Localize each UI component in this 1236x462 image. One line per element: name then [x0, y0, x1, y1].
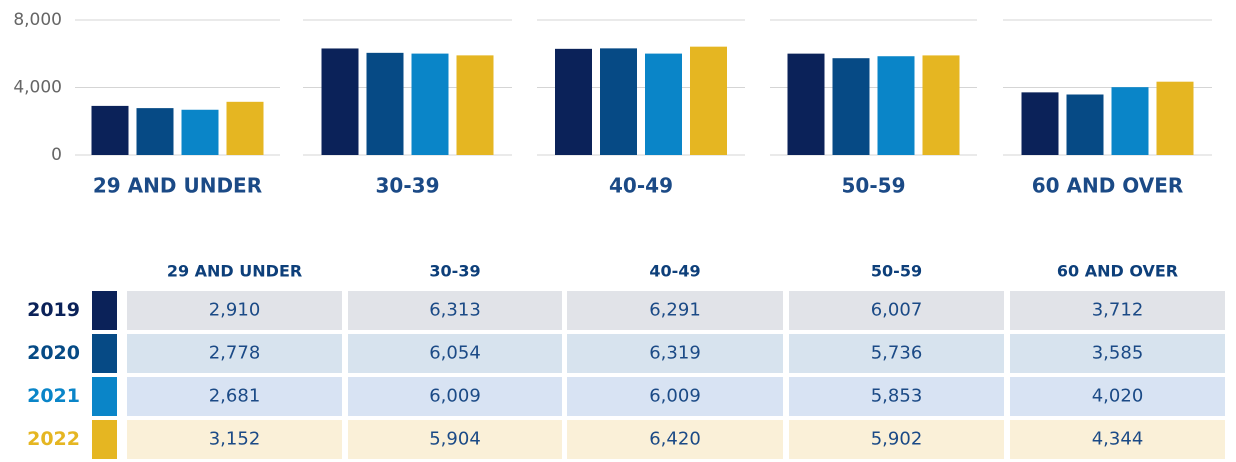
- table-header: 50-59: [871, 262, 922, 281]
- bar: [787, 53, 825, 155]
- x-tick-label: 50-59: [842, 174, 906, 198]
- table-cell: [789, 377, 1004, 416]
- bar: [877, 56, 915, 156]
- table-cell: [348, 291, 562, 330]
- table-value: 5,904: [429, 429, 481, 450]
- bar: [1021, 92, 1059, 155]
- table-header: 30-39: [429, 262, 480, 281]
- table-value: 6,007: [871, 300, 923, 321]
- bar: [411, 53, 449, 155]
- table-cell: [127, 420, 342, 459]
- table-cell: [567, 420, 783, 459]
- table-cell: [127, 377, 342, 416]
- bar: [645, 53, 682, 155]
- table-value: 2,910: [209, 300, 261, 321]
- table-value: 6,009: [429, 386, 481, 407]
- table-value: 3,585: [1092, 343, 1144, 364]
- table-cell: [348, 334, 562, 373]
- table-header: 60 AND OVER: [1057, 262, 1178, 281]
- table-cell: [1010, 291, 1225, 330]
- x-tick-label: 40-49: [609, 174, 673, 198]
- table-cell: [1010, 420, 1225, 459]
- x-tick-label: 29 AND UNDER: [93, 174, 262, 198]
- bar: [832, 58, 870, 155]
- table-value: 6,291: [649, 300, 701, 321]
- table-value: 6,420: [649, 429, 701, 450]
- table-cell: [348, 420, 562, 459]
- legend-label: 2022: [27, 428, 80, 450]
- bar: [91, 105, 129, 155]
- table-value: 4,344: [1092, 429, 1144, 450]
- table-value: 5,736: [871, 343, 923, 364]
- table-value: 6,319: [649, 343, 701, 364]
- table-value: 4,020: [1092, 386, 1144, 407]
- legend-swatch: [92, 420, 117, 459]
- y-tick-label: 0: [51, 145, 62, 165]
- table-cell: [567, 334, 783, 373]
- legend-swatch: [92, 334, 117, 373]
- legend-swatch: [92, 291, 117, 330]
- table-cell: [1010, 334, 1225, 373]
- table-cell: [348, 377, 562, 416]
- bar: [226, 101, 264, 155]
- y-tick-label: 8,000: [13, 10, 62, 30]
- bar: [456, 55, 494, 156]
- bar: [136, 108, 174, 155]
- bar: [1111, 87, 1149, 155]
- bar: [690, 46, 727, 155]
- legend-label: 2020: [27, 342, 80, 364]
- legend-label: 2021: [27, 385, 80, 407]
- bar: [181, 109, 219, 155]
- table-header: 29 AND UNDER: [167, 262, 302, 281]
- table-value: 3,152: [209, 429, 261, 450]
- table-cell: [127, 291, 342, 330]
- table-header: 40-49: [649, 262, 700, 281]
- table-value: 6,054: [429, 343, 481, 364]
- bar: [366, 52, 404, 156]
- bar: [555, 48, 592, 156]
- x-tick-label: 60 AND OVER: [1032, 174, 1184, 198]
- table-value: 2,681: [209, 386, 261, 407]
- table-value: 6,009: [649, 386, 701, 407]
- table-value: 3,712: [1092, 300, 1144, 321]
- bar: [600, 48, 637, 155]
- bar: [1066, 94, 1104, 155]
- table-cell: [1010, 377, 1225, 416]
- y-tick-label: 4,000: [13, 78, 62, 98]
- table-value: 5,853: [871, 386, 923, 407]
- table-cell: [789, 420, 1004, 459]
- table-value: 6,313: [429, 300, 481, 321]
- x-tick-label: 30-39: [376, 174, 440, 198]
- table-value: 2,778: [209, 343, 261, 364]
- table-cell: [127, 334, 342, 373]
- legend-label: 2019: [27, 299, 80, 321]
- table-cell: [789, 291, 1004, 330]
- bar: [321, 48, 359, 155]
- bar: [1156, 81, 1194, 155]
- table-cell: [567, 291, 783, 330]
- bar: [922, 55, 960, 156]
- legend-swatch: [92, 377, 117, 416]
- table-value: 5,902: [871, 429, 923, 450]
- table-cell: [567, 377, 783, 416]
- table-cell: [789, 334, 1004, 373]
